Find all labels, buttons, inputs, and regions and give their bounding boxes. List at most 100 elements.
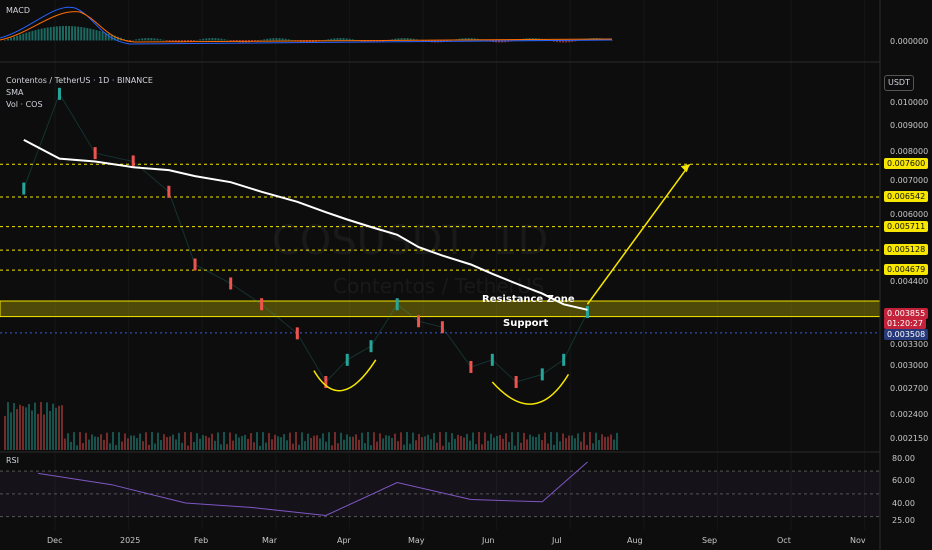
unit-selector[interactable]: USDT <box>884 75 914 91</box>
price-tick: 0.010000 <box>890 98 929 108</box>
volume-bar <box>439 432 441 450</box>
volume-bar <box>559 441 561 450</box>
macd-histogram-bar <box>391 39 394 41</box>
volume-bar <box>436 442 438 450</box>
price-candle <box>562 353 566 366</box>
volume-bar <box>241 436 243 450</box>
volume-bar <box>613 439 615 450</box>
volume-bar <box>358 439 360 450</box>
macd-histogram-bar <box>101 31 104 41</box>
volume-bar <box>205 435 207 450</box>
volume-bar <box>217 432 219 450</box>
volume-bar <box>208 437 210 450</box>
macd-histogram-bar <box>202 38 205 41</box>
volume-bar <box>220 444 222 450</box>
volume-bar <box>223 432 225 450</box>
current-price-tag: 0.003855 <box>884 308 929 319</box>
volume-bar <box>331 445 333 450</box>
volume-bar <box>514 445 516 450</box>
volume-bar <box>271 439 273 450</box>
volume-bar <box>262 432 264 450</box>
price-tick: 0.002150 <box>890 433 929 443</box>
macd-histogram-bar <box>144 38 147 41</box>
macd-histogram-bar <box>485 40 488 42</box>
volume-bar <box>88 439 90 450</box>
volume-bar <box>187 445 189 450</box>
macd-histogram-bar <box>68 26 71 41</box>
volume-bar <box>523 432 525 450</box>
volume-bar <box>598 439 600 450</box>
macd-histogram-bar <box>40 28 43 41</box>
rsi-label[interactable]: RSI <box>6 456 19 465</box>
macd-histogram-bar <box>467 38 470 41</box>
volume-bar <box>82 442 84 450</box>
time-tick: May <box>408 536 425 545</box>
volume-bar <box>199 438 201 450</box>
price-candle <box>324 376 328 389</box>
volume-bar <box>304 441 306 450</box>
time-tick: Jun <box>482 536 495 545</box>
macd-histogram-bar <box>55 26 58 41</box>
signal-line <box>0 11 613 43</box>
price-candle <box>469 360 473 373</box>
price-tick: 0.004400 <box>890 277 929 287</box>
volume-bar <box>151 432 153 450</box>
volume-bar <box>361 432 363 450</box>
target-level-tag: 0.005128 <box>884 244 929 256</box>
volume-bar <box>4 416 6 450</box>
macd-histogram-bar <box>223 39 226 41</box>
macd-histogram-bar <box>190 40 193 42</box>
volume-bar <box>229 432 231 450</box>
volume-bar <box>544 432 546 450</box>
sma-path <box>23 139 588 311</box>
macd-histogram-bar <box>43 28 46 41</box>
macd-histogram-bar <box>129 40 132 42</box>
macd-histogram-bar <box>284 38 287 41</box>
price-candle <box>57 87 61 100</box>
volume-bar <box>391 437 393 450</box>
macd-histogram-bar <box>373 40 376 43</box>
volume-bar <box>274 434 276 450</box>
volume-bar <box>340 432 342 450</box>
volume-bar <box>349 436 351 450</box>
volume-bar <box>7 402 9 450</box>
volume-bar <box>472 432 474 450</box>
volume-bar <box>211 433 213 450</box>
macd-histogram-bar <box>281 38 284 41</box>
volume-bar <box>403 444 405 450</box>
volume-bar <box>520 442 522 450</box>
symbol-line[interactable]: Contentos / TetherUS · 1D · BINANCE <box>6 76 153 85</box>
macd-histogram-bar <box>400 38 403 41</box>
price-tick: 0.003000 <box>890 360 929 370</box>
volume-bar <box>148 444 150 450</box>
volume-bar <box>178 432 180 450</box>
volume-bar <box>313 435 315 450</box>
macd-histogram-bar <box>562 40 565 43</box>
volume-bar <box>445 432 447 450</box>
sma-label[interactable]: SMA <box>6 88 24 97</box>
volume-bar <box>541 440 543 450</box>
volume-bar <box>577 433 579 450</box>
volume-bar <box>451 433 453 450</box>
vol-label[interactable]: Vol · COS <box>6 100 43 109</box>
macd-histogram-bar <box>226 39 229 41</box>
sma-line <box>23 139 588 311</box>
volume-bar <box>181 442 183 450</box>
volume-bar <box>97 436 99 450</box>
volume-bar <box>550 432 552 450</box>
time-tick: Feb <box>194 536 209 545</box>
macd-histogram-bar <box>556 40 559 43</box>
macd-histogram-bar <box>34 30 37 41</box>
volume-bar <box>580 441 582 450</box>
macd-histogram-bar <box>345 38 348 41</box>
price-candle <box>369 340 373 353</box>
rsi-tick: 40.00 <box>892 499 915 509</box>
volume-bar <box>277 436 279 450</box>
volume-bar <box>31 410 33 450</box>
volume-bar <box>481 444 483 450</box>
macd-histogram-bar <box>13 36 16 41</box>
volume-bar <box>193 442 195 450</box>
volume-bar <box>316 435 318 450</box>
volume-bar <box>52 403 54 450</box>
